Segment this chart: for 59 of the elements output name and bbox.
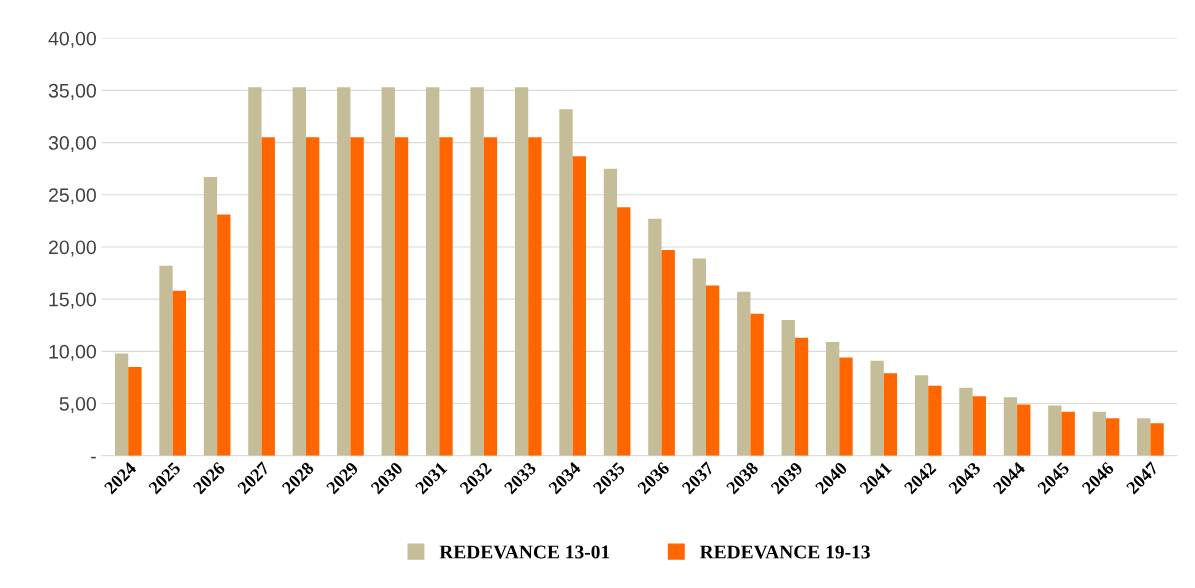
bar	[337, 87, 351, 456]
bar	[839, 357, 853, 456]
y-tick-label: 15,00	[49, 292, 96, 309]
bar	[394, 137, 409, 456]
bar	[1061, 411, 1075, 456]
y-tick-label: 30,00	[48, 136, 96, 153]
bar	[1048, 405, 1062, 456]
y-tick-label: 35,00	[48, 83, 96, 100]
bar	[114, 353, 129, 456]
bar	[692, 258, 706, 456]
legend-label: REDEVANCE 19-13	[699, 545, 870, 559]
legend-label: REDEVANCE 13-01	[439, 545, 610, 559]
bar	[648, 218, 662, 456]
bar	[483, 137, 498, 456]
bar	[381, 87, 395, 456]
bar	[350, 137, 364, 456]
bar	[292, 87, 307, 456]
y-tick-label: 5,00	[59, 396, 96, 414]
bar	[617, 207, 631, 456]
bar	[159, 265, 173, 456]
bar	[781, 320, 795, 456]
bar	[972, 396, 986, 456]
bar	[825, 341, 840, 456]
bar	[248, 87, 262, 456]
bar	[737, 291, 751, 456]
bar	[1092, 411, 1106, 456]
bar	[1150, 423, 1164, 456]
y-tick-label: -	[91, 456, 96, 459]
bar	[883, 373, 898, 456]
bar	[1105, 418, 1120, 456]
bar	[870, 360, 884, 456]
bar	[217, 214, 231, 456]
bar	[1003, 397, 1018, 456]
bar	[750, 313, 764, 456]
bar	[306, 137, 320, 456]
bar	[959, 387, 973, 456]
bar	[439, 137, 453, 456]
bar	[603, 168, 618, 456]
y-tick-label: 10,00	[49, 344, 96, 361]
y-tick-label: 25,00	[49, 188, 96, 205]
bar	[572, 156, 586, 456]
bar	[1137, 418, 1151, 456]
y-tick-label: 40,00	[48, 31, 96, 48]
bar	[426, 87, 440, 456]
bar	[528, 137, 542, 456]
bar	[203, 177, 218, 456]
bar	[470, 87, 484, 456]
bar	[172, 290, 187, 456]
bar	[261, 137, 275, 456]
bar	[1017, 404, 1031, 456]
bar	[514, 87, 529, 456]
bar	[705, 285, 720, 456]
bar	[128, 366, 142, 456]
bar	[914, 375, 929, 456]
y-tick-label: 20,00	[49, 240, 96, 257]
bar	[559, 109, 573, 456]
bar	[661, 250, 675, 456]
bar	[794, 337, 809, 456]
bar	[928, 385, 942, 456]
